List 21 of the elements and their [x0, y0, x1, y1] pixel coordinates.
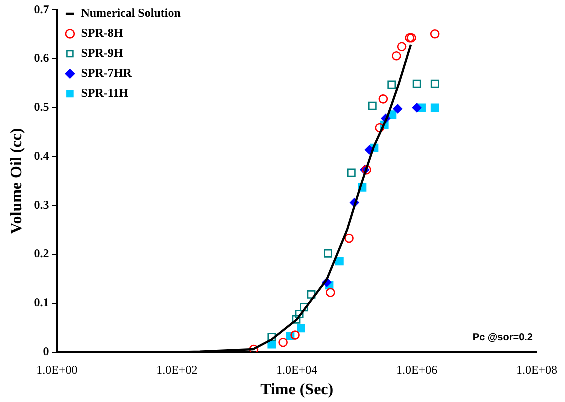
legend-label: SPR-11H — [81, 86, 130, 100]
y-tick-label: 0.2 — [34, 246, 50, 261]
y-tick-label: 0.5 — [34, 100, 50, 114]
legend-label: SPR-9H — [81, 46, 124, 60]
legend-label: SPR-7HR — [81, 66, 132, 80]
x-tick-label: 1.0E+00 — [36, 362, 78, 377]
x-tick-label: 1.0E+02 — [156, 362, 198, 377]
y-axis-title: Volume Oil (cc) — [8, 128, 26, 234]
y-tick-label: 0 — [43, 344, 50, 358]
legend-label: Numerical Solution — [81, 6, 182, 20]
x-tick-label: 1.0E+06 — [396, 362, 438, 377]
x-tick-label: 1.0E+04 — [276, 362, 318, 377]
y-tick-label: 0.4 — [34, 148, 50, 163]
x-axis-title: Time (Sec) — [260, 382, 334, 399]
y-tick-label: 0.7 — [34, 2, 50, 16]
y-tick-label: 0.3 — [34, 198, 50, 212]
y-tick-label: 0.1 — [34, 296, 50, 310]
legend-label: SPR-8H — [81, 26, 124, 40]
y-tick-label: 0.6 — [34, 51, 50, 66]
annotation: Pc @sor=0.2 — [472, 332, 534, 344]
x-tick-label: 1.0E+08 — [516, 362, 558, 377]
